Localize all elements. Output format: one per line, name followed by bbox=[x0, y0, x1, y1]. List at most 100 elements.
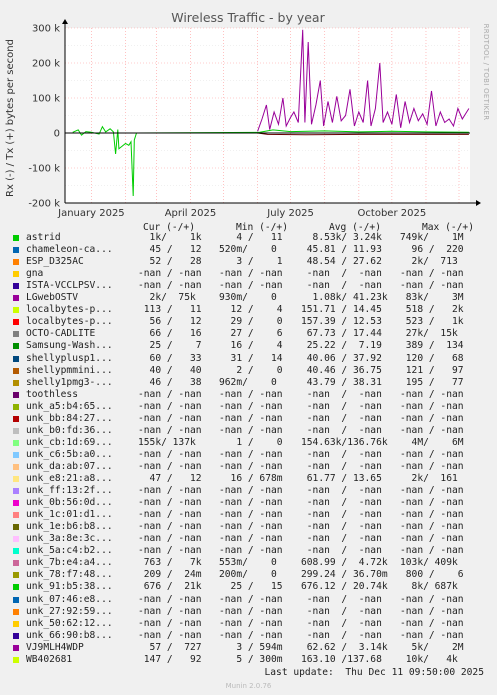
legend-avg: -nan / -nan bbox=[301, 617, 382, 629]
legend-cur: -nan / -nan bbox=[138, 497, 202, 509]
legend-name: VJ9MLH4WDP bbox=[26, 641, 84, 653]
legend-min: -nan / -nan bbox=[219, 448, 283, 460]
legend-min: 16 / 678m bbox=[219, 473, 283, 484]
legend-avg: 40.06 / 37.92 bbox=[301, 352, 382, 364]
legend-swatch bbox=[13, 488, 19, 495]
legend-cur: 40 / 40 bbox=[138, 364, 202, 376]
legend-row: unk_27:92:59... -nan / -nan -nan / -nan -n… bbox=[0, 606, 497, 618]
legend-row: unk_3a:8e:3c... -nan / -nan -nan / -nan -n… bbox=[0, 533, 497, 545]
legend-max: -nan / -nan bbox=[400, 388, 464, 400]
legend-min: -nan / -nan bbox=[219, 388, 283, 400]
legend-swatch bbox=[13, 391, 19, 398]
legend-cur: 56 / 12 bbox=[138, 316, 202, 328]
legend-cur: 147 / 92 bbox=[138, 653, 202, 665]
legend-row: shellyplusp1... 60 / 33 31 / 14 40.06 / … bbox=[0, 353, 497, 365]
legend-max: 5k/ 2M bbox=[400, 641, 464, 653]
legend-row: unk_b0:fd:36... -nan / -nan -nan / -nan -n… bbox=[0, 425, 497, 437]
legend-swatch bbox=[13, 536, 19, 543]
legend-cur: 209 / 24m bbox=[138, 569, 202, 581]
legend-name: unk_0b:56:0d... bbox=[26, 497, 113, 509]
legend-min: -nan / -nan bbox=[219, 424, 283, 436]
legend-min: 4 / 11 bbox=[219, 232, 283, 243]
legend-min: 962m/ 0 bbox=[219, 376, 277, 388]
y-tick-label: -100 k bbox=[28, 164, 60, 175]
legend-cur: -nan / -nan bbox=[138, 485, 202, 497]
legend-cur: 47 / 12 bbox=[138, 473, 202, 484]
legend-avg: 62.62 / 3.14k bbox=[301, 641, 388, 653]
legend-swatch bbox=[13, 524, 19, 531]
legend-max: -nan / -nan bbox=[400, 593, 464, 605]
legend-name: unk_e8:21:a8... bbox=[26, 473, 113, 484]
legend-swatch bbox=[13, 355, 19, 362]
legend-swatch bbox=[13, 451, 19, 458]
legend-swatch bbox=[13, 632, 19, 639]
legend-cur: -nan / -nan bbox=[138, 533, 202, 545]
legend-max: 96 / 220 bbox=[400, 244, 464, 256]
legend-row: unk_a5:b4:65... -nan / -nan -nan / -nan -n… bbox=[0, 401, 497, 413]
legend-cur: -nan / -nan bbox=[138, 509, 202, 521]
legend-cur: 2k/ 75k bbox=[138, 292, 196, 304]
y-tick-label: 300 k bbox=[32, 24, 60, 35]
legend-row: unk_cb:1d:69... 155k/ 137k 1 / 0 154.63k/1… bbox=[0, 437, 497, 449]
legend-min: 5 / 300m bbox=[219, 653, 283, 665]
legend-row: unk_5a:c4:b2... -nan / -nan -nan / -nan -n… bbox=[0, 545, 497, 557]
legend-avg: -nan / -nan bbox=[301, 412, 382, 424]
legend-cur: 46 / 38 bbox=[138, 376, 202, 388]
legend-max: -nan / -nan bbox=[400, 605, 464, 617]
legend-avg: 48.54 / 27.62 bbox=[301, 256, 382, 268]
legend-swatch bbox=[13, 439, 19, 446]
legend-min: 31 / 14 bbox=[219, 352, 283, 364]
grid bbox=[65, 27, 470, 204]
legend-avg: 43.79 / 38.31 bbox=[301, 376, 382, 388]
legend-row: ISTA-VCCLPSV... -nan / -nan -nan / -nan -n… bbox=[0, 280, 497, 292]
legend-cur: 45 / 12 bbox=[138, 244, 202, 256]
legend-max: 2k/ 161 bbox=[400, 473, 458, 484]
legend-min: 3 / 594m bbox=[219, 641, 283, 653]
legend-cur: 1k/ 1k bbox=[138, 232, 202, 243]
legend-swatch bbox=[13, 283, 19, 290]
legend-row: unk_da:ab:07... -nan / -nan -nan / -nan -n… bbox=[0, 461, 497, 473]
legend-row: unk_07:46:e8... -nan / -nan -nan / -nan -n… bbox=[0, 594, 497, 606]
legend-avg: 67.73 / 17.44 bbox=[301, 328, 382, 340]
legend-min: -nan / -nan bbox=[219, 605, 283, 617]
legend-cur: -nan / -nan bbox=[138, 629, 202, 641]
legend-min: 1 / 0 bbox=[219, 436, 283, 448]
legend-swatch bbox=[13, 271, 19, 278]
legend-avg: 1.08k/ 41.23k bbox=[301, 292, 388, 304]
legend-cur: -nan / -nan bbox=[138, 424, 202, 436]
legend-name: toothless bbox=[26, 388, 78, 400]
legend-swatch bbox=[13, 608, 19, 615]
legend-avg: -nan / -nan bbox=[301, 388, 382, 400]
legend-avg: 676.12 / 20.74k bbox=[301, 581, 388, 593]
legend-avg: 40.46 / 36.75 bbox=[301, 364, 382, 376]
legend-name: unk_66:90:b8... bbox=[26, 629, 113, 641]
legend-max: -nan / -nan bbox=[400, 485, 464, 497]
legend-max: -nan / -nan bbox=[400, 617, 464, 629]
legend-max: 389 / 134 bbox=[400, 340, 464, 352]
legend-min: -nan / -nan bbox=[219, 545, 283, 557]
legend-max: 518 / 2k bbox=[400, 304, 464, 316]
legend-row: VJ9MLH4WDP 57 / 727 3 / 594m 62.62 / 3.1… bbox=[0, 642, 497, 654]
legend-swatch bbox=[13, 379, 19, 386]
y-tick-label: 0 bbox=[54, 129, 60, 140]
x-tick-label: July 2025 bbox=[266, 208, 314, 219]
legend-row: ESP_D325AC 52 / 28 3 / 1 48.54 / 27.62 2… bbox=[0, 256, 497, 268]
legend-name: unk_b0:fd:36... bbox=[26, 424, 113, 436]
legend-swatch bbox=[13, 235, 19, 241]
legend-max: -nan / -nan bbox=[400, 545, 464, 557]
legend-min: 3 / 1 bbox=[219, 256, 283, 268]
legend-row: chameleon-ca... 45 / 12 520m/ 0 45.81 / 1… bbox=[0, 244, 497, 256]
legend-name: ISTA-VCCLPSV... bbox=[26, 280, 113, 292]
legend-name: localbytes-p... bbox=[26, 304, 113, 316]
y-axis-arrow bbox=[62, 19, 68, 24]
legend-max: 121 / 97 bbox=[400, 364, 464, 376]
legend-swatch bbox=[13, 476, 19, 482]
x-tick-label: April 2025 bbox=[165, 208, 216, 219]
legend-avg: 299.24 / 36.70m bbox=[301, 569, 388, 581]
legend-row: unk_c6:5b:a0... -nan / -nan -nan / -nan -n… bbox=[0, 449, 497, 461]
legend-name: shelly1pmg3-... bbox=[26, 376, 113, 388]
legend-row: unk_e8:21:a8... 47 / 12 16 / 678m 61.77 … bbox=[0, 473, 497, 485]
y-tick-label: 200 k bbox=[32, 59, 60, 70]
legend-header-avg: Avg (-/+) bbox=[329, 222, 381, 233]
